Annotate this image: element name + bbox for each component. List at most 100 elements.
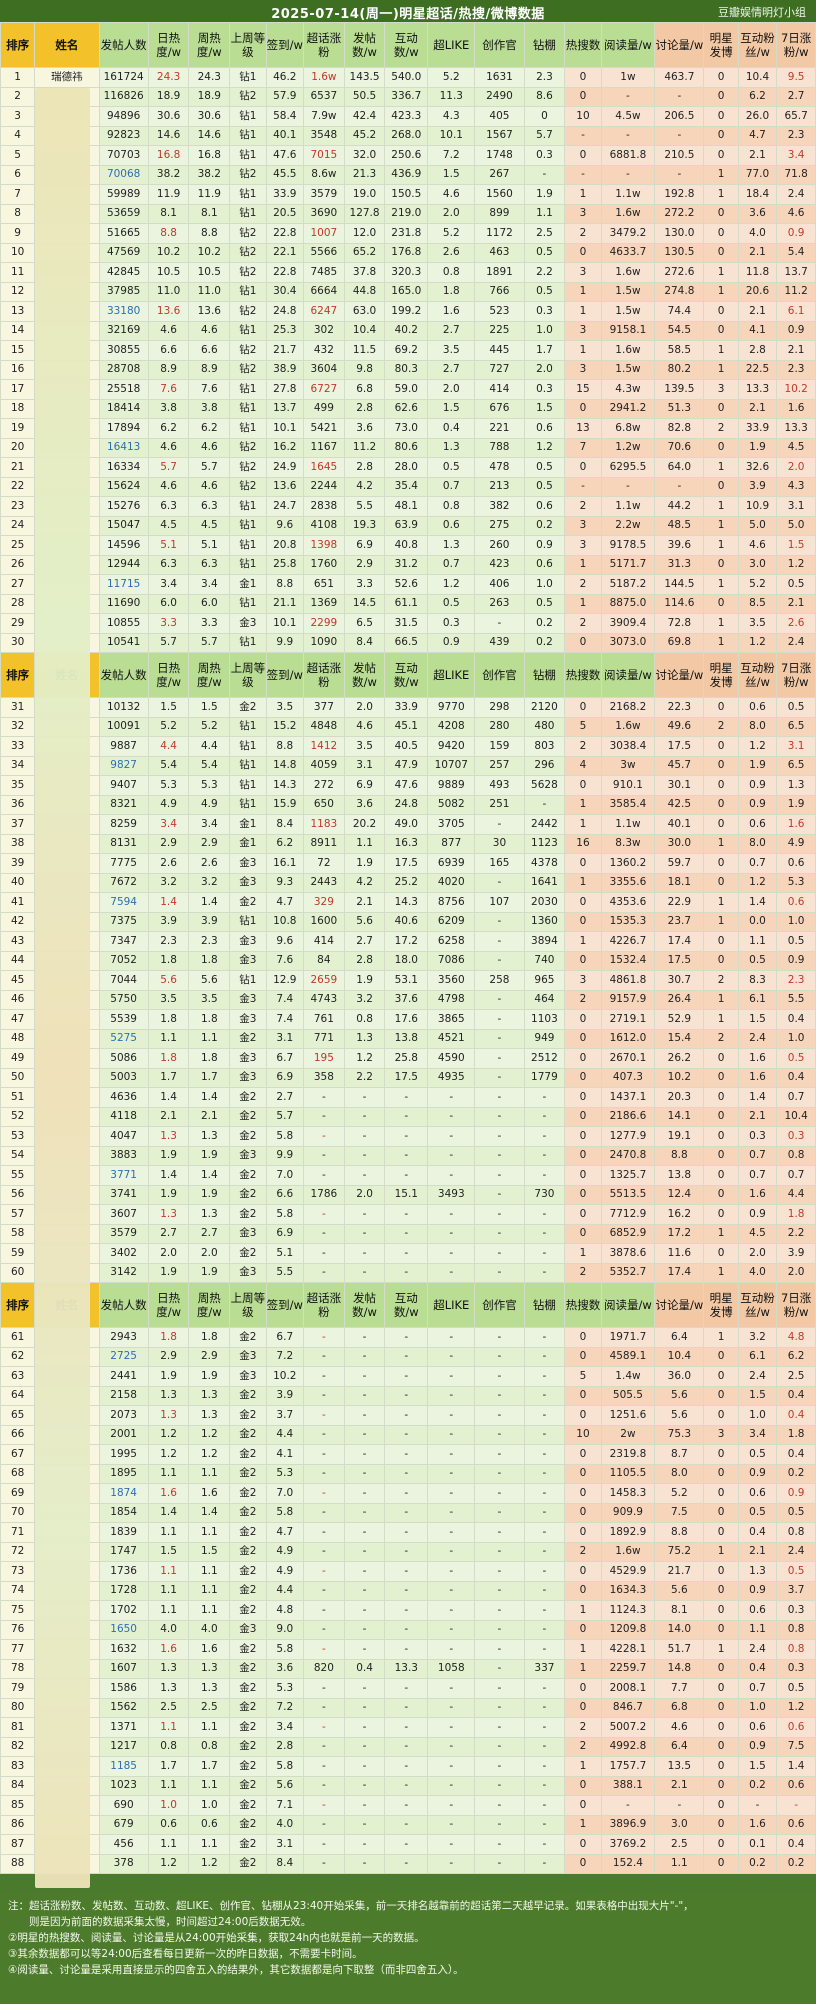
table-cell: 18 [0, 398, 36, 419]
table-cell: 瑞德祎 [34, 67, 100, 88]
table-cell: 5086 [98, 1048, 149, 1069]
table-row: 69 1874 1.6 1.6 金2 7.0- - - - - -0 1458.3 5.2 0 0.6 0.9 [0, 1483, 816, 1504]
table-cell: 13 [564, 418, 602, 439]
table-cell: 0.7 [776, 1165, 816, 1186]
table-cell: 378 [98, 1853, 149, 1874]
table-cell: 1.2 [188, 1853, 231, 1874]
table-cell: - [427, 1366, 476, 1387]
table-cell: - [384, 1697, 429, 1718]
table-cell: 2725 [98, 1346, 149, 1367]
table-cell: 1.0 [188, 1795, 231, 1816]
table-cell: 钻1 [229, 632, 267, 653]
table-cell: - [427, 1346, 476, 1367]
table-cell: - [523, 1580, 566, 1601]
table-cell: - [523, 1561, 566, 1582]
table-cell: - [474, 1463, 525, 1484]
table-cell: 0 [703, 1502, 739, 1523]
table-cell: 6.3 [147, 554, 190, 575]
table-cell: - [303, 1639, 345, 1660]
table-row: 78 1607 1.3 1.3 金2 3.6 820 0.4 13.3 1058-337 1 2259… [0, 1658, 816, 1679]
table-cell: 5.7 [147, 457, 190, 478]
table-cell: 1.5 [427, 398, 476, 419]
table-cell: 42 [0, 911, 36, 932]
table-cell: 1 [703, 574, 739, 595]
table-cell: 1.8 [147, 1327, 190, 1348]
table-row: 71 1839 1.1 1.1 金2 4.7- - - - - -0 1892.9 8.8 0 0.4 0.8 [0, 1522, 816, 1543]
table-cell: - [523, 164, 566, 185]
table-cell: 3493 [427, 1184, 476, 1205]
table-cell: 7.2 [265, 1346, 305, 1367]
table-row: 8 53659 8.1 8.1 钻1 20.5 3690 127.8 219.0 2.0 899 1.… [0, 203, 816, 224]
table-cell: 2168.2 [600, 697, 656, 718]
table-cell: 0.2 [776, 1853, 816, 1874]
table-cell: 6.4 [654, 1327, 705, 1348]
table-cell: 4.2 [343, 872, 386, 893]
table-cell: 272 [303, 775, 345, 796]
table-row: 53 4047 1.3 1.3 金2 5.8- - - - - -0 1277.9 19.1 0 0.3 0.… [0, 1126, 816, 1147]
table-cell: - [427, 1756, 476, 1777]
table-cell: 金2 [229, 1756, 267, 1777]
table-cell: - [474, 1522, 525, 1543]
table-cell: 金2 [229, 1834, 267, 1855]
table-cell: 85 [0, 1795, 36, 1816]
table-cell: 7.5 [654, 1502, 705, 1523]
table-row: 41 7594 1.4 1.4 金2 4.7 329 2.1 14.3 8756 107 2030 0 4… [0, 892, 816, 913]
table-cell: 4.9 [188, 794, 231, 815]
column-header: 互动数/w [384, 652, 429, 698]
table-cell: - [427, 1697, 476, 1718]
table-cell: 6.0 [188, 593, 231, 614]
table-cell: 22.9 [654, 892, 705, 913]
column-header: 7日涨粉/w [776, 22, 816, 68]
table-cell: 5007.2 [600, 1717, 656, 1738]
table-cell: 钻1 [229, 736, 267, 757]
table-cell: 1.1 [188, 1522, 231, 1543]
table-cell: - [343, 1678, 386, 1699]
table-cell: 1 [564, 554, 602, 575]
table-cell: 1.5 [188, 697, 231, 718]
table-row: 64 2158 1.3 1.3 金2 3.9- - - - - -0 505.5 5.6 0 1.5 0.4 [0, 1385, 816, 1406]
table-cell: 1.1 [654, 1853, 705, 1874]
table-cell: 679 [98, 1814, 149, 1835]
table-cell: 4118 [98, 1106, 149, 1127]
note-line: ②明星的热搜数、阅读量、讨论量是从24:00开始采集，获取24h内也就是前一天的… [8, 1932, 425, 1944]
table-cell: 15276 [98, 496, 149, 517]
table-cell: 5.8 [265, 1126, 305, 1147]
table-cell: 3585.4 [600, 794, 656, 815]
table-cell: - [523, 1243, 566, 1264]
table-cell: - [427, 1262, 476, 1283]
table-cell: - [343, 1126, 386, 1147]
table-cell: - [303, 1814, 345, 1835]
table-cell: - [523, 1405, 566, 1426]
table-cell: 1600 [303, 911, 345, 932]
table-cell: 3.7 [776, 1580, 816, 1601]
table-cell: 84 [0, 1775, 36, 1796]
table-cell: 4.7 [737, 125, 778, 146]
table-row: 30 10541 5.7 5.7 钻1 9.9 1090 8.4 66.5 0.9 439 0.2 0 3… [0, 632, 816, 653]
table-cell: 金3 [229, 1223, 267, 1244]
table-cell: 7.4 [265, 1009, 305, 1030]
table-cell: 0 [703, 1795, 739, 1816]
table-cell: - [384, 1405, 429, 1426]
table-cell: 33 [0, 736, 36, 757]
column-header: 创作官 [474, 652, 525, 698]
table-cell: 9.6 [265, 931, 305, 952]
table-row: 55 3771 1.4 1.4 金2 7.0- - - - - -0 1325.7 13.8 0 0.7 0.… [0, 1165, 816, 1186]
table-cell: - [474, 1385, 525, 1406]
table-cell: 414 [303, 931, 345, 952]
table-cell: 73 [0, 1561, 36, 1582]
table-cell: 8 [0, 203, 36, 224]
table-cell: 92823 [98, 125, 149, 146]
table-cell: 1.8 [188, 1048, 231, 1069]
table-cell: 钻1 [229, 379, 267, 400]
table-cell: 3 [564, 203, 602, 224]
table-cell: 钻1 [229, 398, 267, 419]
table-cell: - [427, 1243, 476, 1264]
table-cell: 1.1 [188, 1463, 231, 1484]
table-cell: 0 [703, 775, 739, 796]
table-cell: 26 [0, 554, 36, 575]
table-cell: 2.2 [343, 1067, 386, 1088]
table-cell: 5.8 [265, 1204, 305, 1225]
table-cell: 6258 [427, 931, 476, 952]
table-cell: 2.8 [737, 340, 778, 361]
table-cell: - [303, 1853, 345, 1874]
